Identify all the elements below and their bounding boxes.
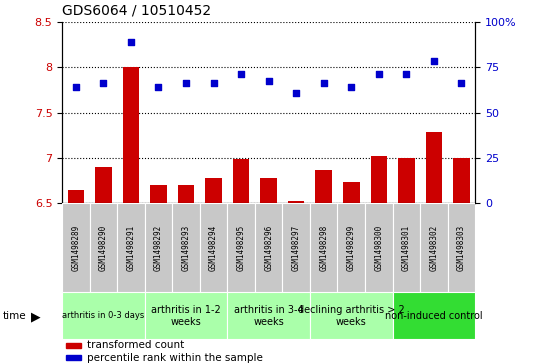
Bar [282, 203, 310, 292]
Text: GSM1498300: GSM1498300 [374, 225, 383, 271]
Text: GSM1498291: GSM1498291 [126, 225, 136, 271]
Bar [117, 203, 145, 292]
Bar [62, 203, 90, 292]
Point [265, 78, 273, 84]
Text: GSM1498290: GSM1498290 [99, 225, 108, 271]
Text: GSM1498289: GSM1498289 [71, 225, 80, 271]
Text: GSM1498294: GSM1498294 [209, 225, 218, 271]
Bar [370, 156, 387, 363]
Bar [233, 159, 249, 363]
Text: GSM1498299: GSM1498299 [347, 225, 356, 271]
Point [210, 81, 218, 86]
Point [292, 90, 300, 95]
Bar [393, 292, 475, 339]
Bar [255, 203, 282, 292]
Bar [200, 203, 227, 292]
Text: ▶: ▶ [31, 310, 41, 323]
Bar [227, 292, 310, 339]
Text: GDS6064 / 10510452: GDS6064 / 10510452 [62, 4, 211, 18]
Bar [365, 203, 393, 292]
Text: arthritis in 3-4
weeks: arthritis in 3-4 weeks [234, 305, 303, 327]
Point [347, 84, 355, 90]
Bar [178, 185, 194, 363]
Bar [66, 355, 80, 360]
Bar [448, 203, 475, 292]
Text: GSM1498293: GSM1498293 [181, 225, 191, 271]
Text: declining arthritis > 2
weeks: declining arthritis > 2 weeks [298, 305, 404, 327]
Text: arthritis in 1-2
weeks: arthritis in 1-2 weeks [151, 305, 221, 327]
Bar [227, 203, 255, 292]
Bar [393, 203, 420, 292]
Bar [205, 178, 222, 363]
Bar [315, 170, 332, 363]
Bar [398, 158, 415, 363]
Text: GSM1498297: GSM1498297 [292, 225, 301, 271]
Point [402, 72, 410, 77]
Bar [310, 203, 338, 292]
Text: percentile rank within the sample: percentile rank within the sample [87, 352, 263, 363]
Point [319, 80, 328, 86]
Text: GSM1498296: GSM1498296 [264, 225, 273, 271]
Point [99, 80, 108, 86]
Point [429, 58, 438, 64]
Point [126, 39, 135, 45]
Text: non-induced control: non-induced control [385, 311, 483, 321]
Bar [90, 203, 117, 292]
Bar [123, 67, 139, 363]
Bar [172, 203, 200, 292]
Text: GSM1498298: GSM1498298 [319, 225, 328, 271]
Text: arthritis in 0-3 days: arthritis in 0-3 days [62, 311, 145, 320]
Bar [260, 178, 277, 363]
Bar [343, 182, 360, 363]
Bar [453, 158, 470, 363]
Bar [338, 203, 365, 292]
Bar [150, 185, 167, 363]
Point [71, 84, 80, 90]
Bar [95, 167, 112, 363]
Text: GSM1498292: GSM1498292 [154, 225, 163, 271]
Text: GSM1498302: GSM1498302 [429, 225, 438, 271]
Text: GSM1498295: GSM1498295 [237, 225, 246, 271]
Bar [66, 343, 80, 348]
Bar [426, 132, 442, 363]
Text: time: time [3, 311, 26, 321]
Bar [145, 292, 227, 339]
Bar [310, 292, 393, 339]
Bar [288, 201, 305, 363]
Bar [68, 189, 84, 363]
Point [374, 72, 383, 77]
Point [154, 84, 163, 90]
Bar [62, 292, 145, 339]
Point [237, 72, 245, 77]
Bar [420, 203, 448, 292]
Text: GSM1498301: GSM1498301 [402, 225, 411, 271]
Text: GSM1498303: GSM1498303 [457, 225, 466, 271]
Point [457, 80, 465, 86]
Point [181, 81, 190, 86]
Bar [145, 203, 172, 292]
Text: transformed count: transformed count [87, 340, 184, 350]
